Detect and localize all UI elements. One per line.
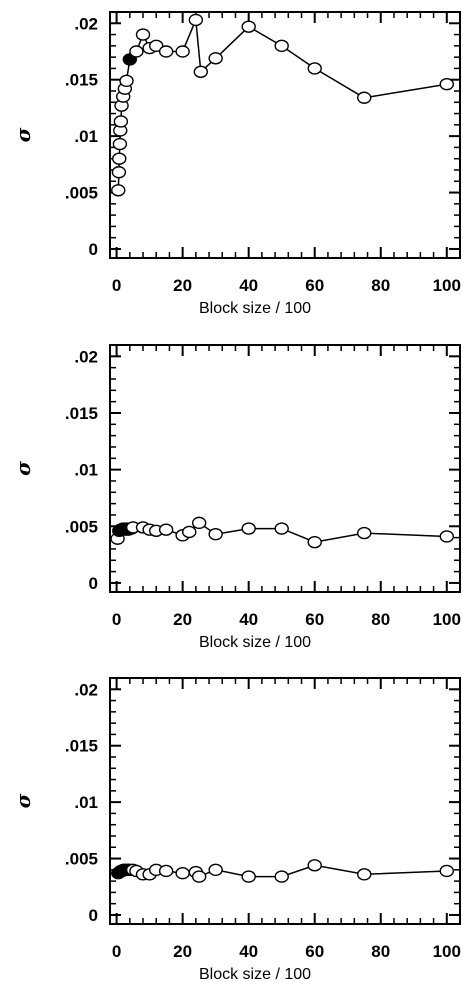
x-tick-label: 80 [371, 942, 390, 961]
open-data-point [307, 535, 322, 549]
x-tick-label: 100 [433, 942, 461, 961]
open-data-point [357, 91, 372, 104]
x-axis-label: Block size / 100 [199, 966, 311, 982]
open-data-point [241, 870, 256, 883]
y-tick-label: .005 [65, 184, 98, 203]
chart-panel-2: 0 20 40 60 80 100 0 .005 .01 .015 .02 Block size / … [11, 344, 461, 651]
open-data-point [175, 867, 190, 880]
y-tick-label: .01 [74, 793, 98, 812]
open-data-point [111, 166, 127, 179]
x-tick-label: 80 [371, 610, 390, 629]
y-tick-label: .015 [65, 71, 98, 90]
open-data-point [135, 28, 151, 41]
x-tick-label: 40 [239, 610, 258, 629]
open-data-point [439, 78, 454, 91]
plot-frame [109, 677, 461, 925]
x-tick-label: 60 [305, 610, 324, 629]
y-tick-label: 0 [89, 574, 98, 593]
x-tick-label: 80 [371, 276, 390, 295]
x-tick-label: 0 [112, 942, 121, 961]
x-tick-label: 0 [112, 276, 121, 295]
x-tick-label: 40 [239, 276, 258, 295]
open-data-point [357, 526, 372, 540]
open-data-point [274, 39, 289, 53]
x-tick-label: 100 [433, 610, 461, 629]
open-data-point [307, 859, 322, 872]
y-axis-label: σ [11, 461, 35, 476]
open-data-point [191, 516, 207, 530]
y-tick-label: 0 [89, 906, 98, 925]
x-tick-label: 0 [112, 610, 121, 629]
y-tick-label: .02 [74, 680, 98, 699]
y-tick-label: .01 [74, 461, 98, 480]
open-data-point [307, 62, 322, 75]
y-tick-label: .005 [65, 517, 98, 536]
open-data-point [439, 864, 454, 878]
x-tick-label: 20 [173, 942, 192, 961]
open-data-point [182, 525, 197, 539]
open-data-point [193, 65, 209, 79]
open-data-point [111, 184, 126, 197]
x-axis-label: Block size / 100 [199, 634, 311, 651]
y-tick-label: .015 [65, 737, 98, 756]
open-data-point [357, 868, 372, 881]
y-tick-label: .005 [65, 850, 98, 869]
x-axis-label: Block size / 100 [199, 300, 311, 317]
plot-frame [109, 11, 461, 259]
open-data-point [208, 52, 223, 65]
open-data-point [112, 137, 128, 151]
plot-frame [109, 344, 461, 593]
y-tick-label: .01 [74, 127, 98, 146]
chart-panel-3: 0 20 40 60 80 100 0 .005 .01 .015 .02 Block size / … [11, 677, 461, 982]
chart-panel-1: 0 20 40 60 80 100 0 .005 .01 .015 .02 Block size / … [11, 11, 461, 317]
open-data-point [129, 45, 144, 58]
open-data-point [241, 20, 256, 33]
open-data-point [208, 863, 223, 877]
x-tick-label: 20 [173, 610, 192, 629]
open-data-point [158, 523, 174, 536]
x-tick-label: 20 [173, 276, 192, 295]
open-data-point [175, 45, 190, 58]
open-data-point [274, 870, 289, 883]
x-tick-label: 60 [305, 276, 324, 295]
open-data-point [119, 74, 134, 88]
open-data-point [241, 522, 256, 535]
x-tick-label: 60 [305, 942, 324, 961]
y-tick-label: .02 [74, 347, 98, 366]
open-data-point [113, 115, 129, 128]
open-data-point [158, 45, 174, 58]
y-axis-label: σ [11, 127, 35, 142]
x-tick-label: 100 [433, 276, 461, 295]
open-data-point [208, 528, 223, 541]
open-data-point [158, 864, 174, 878]
open-data-point [191, 870, 207, 883]
y-tick-label: 0 [89, 240, 98, 259]
open-data-point [439, 530, 454, 543]
y-tick-label: .02 [74, 14, 98, 33]
open-data-point [149, 39, 164, 53]
open-data-point [112, 152, 127, 165]
open-data-point [274, 522, 289, 535]
x-tick-label: 40 [239, 942, 258, 961]
open-data-point [188, 13, 204, 27]
y-tick-label: .015 [65, 404, 98, 423]
y-axis-label: σ [11, 793, 35, 808]
